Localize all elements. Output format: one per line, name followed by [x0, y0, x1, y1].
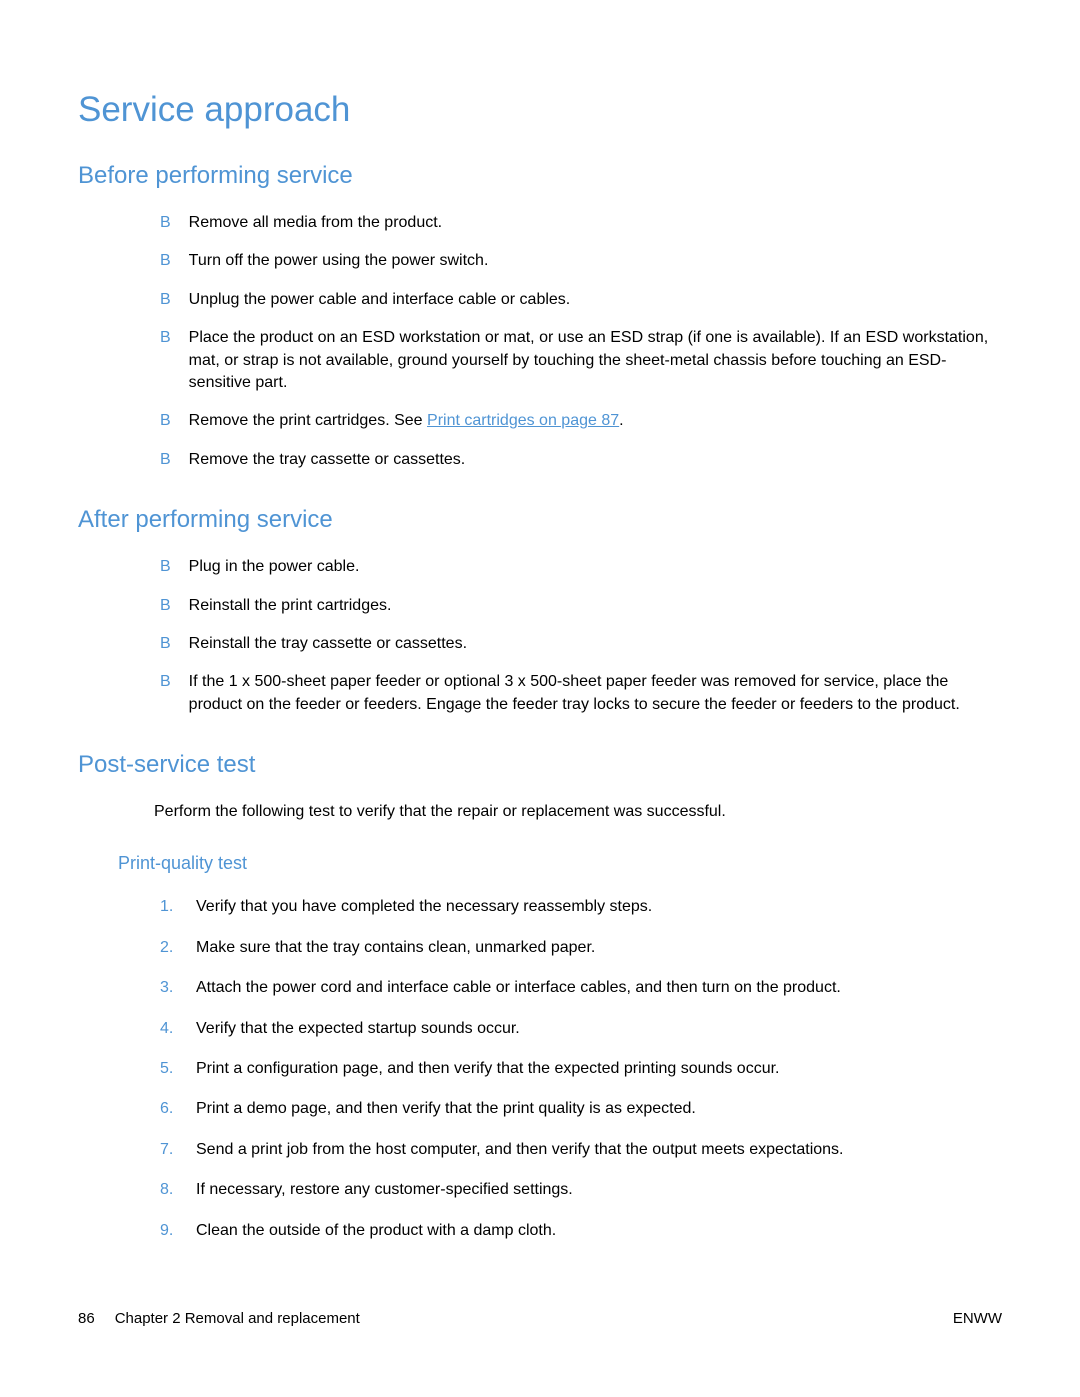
list-item: B Reinstall the tray cassette or cassett… — [160, 633, 1002, 655]
bullet-icon: B — [160, 327, 171, 394]
after-service-list: B Plug in the power cable. B Reinstall t… — [160, 556, 1002, 716]
chapter-title: Chapter 2 Removal and replacement — [115, 1310, 360, 1327]
number-marker: 7. — [160, 1139, 178, 1161]
list-item-text: Print a demo page, and then verify that … — [196, 1098, 696, 1120]
number-marker: 3. — [160, 977, 178, 999]
page-footer: 86 Chapter 2 Removal and replacement ENW… — [78, 1310, 1002, 1327]
section-postservice-heading: Post-service test — [78, 751, 1002, 779]
bullet-icon: B — [160, 633, 171, 655]
number-marker: 1. — [160, 896, 178, 918]
list-item: 8. If necessary, restore any customer-sp… — [160, 1179, 1002, 1201]
postservice-intro: Perform the following test to verify tha… — [154, 801, 1002, 823]
list-item-text: Reinstall the tray cassette or cassettes… — [189, 633, 467, 655]
list-item-text: Clean the outside of the product with a … — [196, 1220, 556, 1242]
bullet-icon: B — [160, 671, 171, 716]
bullet-icon: B — [160, 449, 171, 471]
list-item-text: Remove all media from the product. — [189, 212, 442, 234]
list-item: B Reinstall the print cartridges. — [160, 595, 1002, 617]
section-after-heading: After performing service — [78, 506, 1002, 534]
bullet-icon: B — [160, 289, 171, 311]
text-suffix: . — [619, 412, 623, 429]
list-item-text: Print a configuration page, and then ver… — [196, 1058, 779, 1080]
list-item-text: Remove the tray cassette or cassettes. — [189, 449, 466, 471]
list-item-text: Make sure that the tray contains clean, … — [196, 937, 595, 959]
bullet-icon: B — [160, 595, 171, 617]
list-item: B Remove the print cartridges. See Print… — [160, 410, 1002, 432]
list-item: B Turn off the power using the power swi… — [160, 250, 1002, 272]
list-item-text: Attach the power cord and interface cabl… — [196, 977, 841, 999]
number-marker: 6. — [160, 1098, 178, 1120]
list-item: 9. Clean the outside of the product with… — [160, 1220, 1002, 1242]
list-item: 7. Send a print job from the host comput… — [160, 1139, 1002, 1161]
list-item-text: Unplug the power cable and interface cab… — [189, 289, 571, 311]
number-marker: 5. — [160, 1058, 178, 1080]
list-item-text: Remove the print cartridges. See Print c… — [189, 410, 624, 432]
list-item-text: Place the product on an ESD workstation … — [189, 327, 1002, 394]
list-item-text: If the 1 x 500-sheet paper feeder or opt… — [189, 671, 1002, 716]
text-prefix: Remove the print cartridges. See — [189, 412, 427, 429]
bullet-icon: B — [160, 212, 171, 234]
number-marker: 9. — [160, 1220, 178, 1242]
bullet-icon: B — [160, 250, 171, 272]
section-before-heading: Before performing service — [78, 162, 1002, 190]
list-item: B Place the product on an ESD workstatio… — [160, 327, 1002, 394]
list-item: 2. Make sure that the tray contains clea… — [160, 937, 1002, 959]
number-marker: 8. — [160, 1179, 178, 1201]
page-number: 86 — [78, 1310, 95, 1327]
list-item: B Unplug the power cable and interface c… — [160, 289, 1002, 311]
list-item: B Remove the tray cassette or cassettes. — [160, 449, 1002, 471]
list-item-text: Send a print job from the host computer,… — [196, 1139, 844, 1161]
footer-left: 86 Chapter 2 Removal and replacement — [78, 1310, 360, 1327]
list-item: 5. Print a configuration page, and then … — [160, 1058, 1002, 1080]
list-item: 3. Attach the power cord and interface c… — [160, 977, 1002, 999]
print-cartridges-link[interactable]: Print cartridges on page 87 — [427, 412, 619, 429]
list-item: B Remove all media from the product. — [160, 212, 1002, 234]
number-marker: 4. — [160, 1018, 178, 1040]
list-item: 4. Verify that the expected startup soun… — [160, 1018, 1002, 1040]
bullet-icon: B — [160, 410, 171, 432]
list-item-text: Verify that the expected startup sounds … — [196, 1018, 520, 1040]
list-item: B If the 1 x 500-sheet paper feeder or o… — [160, 671, 1002, 716]
list-item: 6. Print a demo page, and then verify th… — [160, 1098, 1002, 1120]
footer-right: ENWW — [953, 1310, 1002, 1327]
page-title: Service approach — [78, 90, 1002, 130]
list-item-text: If necessary, restore any customer-speci… — [196, 1179, 573, 1201]
list-item: 1. Verify that you have completed the ne… — [160, 896, 1002, 918]
list-item-text: Plug in the power cable. — [189, 556, 360, 578]
list-item-text: Turn off the power using the power switc… — [189, 250, 489, 272]
bullet-icon: B — [160, 556, 171, 578]
subsection-printquality-heading: Print-quality test — [118, 853, 1002, 874]
print-quality-list: 1. Verify that you have completed the ne… — [160, 896, 1002, 1242]
list-item-text: Reinstall the print cartridges. — [189, 595, 392, 617]
number-marker: 2. — [160, 937, 178, 959]
before-service-list: B Remove all media from the product. B T… — [160, 212, 1002, 471]
list-item-text: Verify that you have completed the neces… — [196, 896, 652, 918]
list-item: B Plug in the power cable. — [160, 556, 1002, 578]
